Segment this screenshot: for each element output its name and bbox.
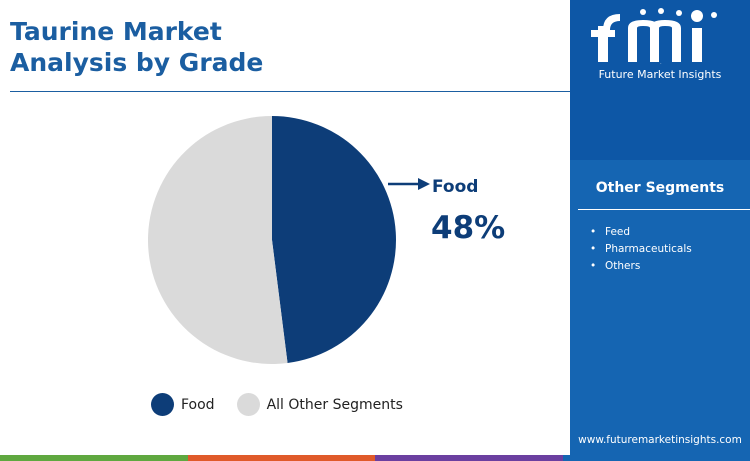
logo-tagline: Future Market Insights	[598, 68, 722, 81]
callout-value: 48%	[431, 210, 506, 246]
bar-segment-green	[0, 455, 188, 461]
chart-legend: Food All Other Segments	[151, 393, 425, 416]
logo-text: fmi	[660, 63, 662, 65]
pie-slice-all-other-segments	[147, 116, 288, 364]
bar-segment-purple	[375, 455, 563, 461]
list-item: Feed	[590, 224, 692, 241]
bar-segment-blue	[562, 455, 750, 461]
legend-swatch-others	[236, 393, 260, 416]
sidebar-divider	[578, 209, 750, 210]
list-item: Others	[590, 258, 692, 275]
website-link[interactable]: www.futuremarketinsights.com	[578, 434, 742, 446]
pie-chart	[147, 116, 396, 364]
bar-segment-orange	[187, 455, 375, 461]
legend-item-food: Food	[151, 393, 215, 416]
callout-arrow-icon	[388, 178, 430, 190]
bottom-color-bar	[0, 455, 750, 461]
legend-item-others: All Other Segments	[236, 393, 403, 416]
fmi-logo: fmi	[591, 8, 717, 65]
legend-swatch-food	[151, 393, 174, 416]
title-line-1: Taurine Market	[10, 17, 222, 46]
chart-title: Taurine Market Analysis by Grade	[10, 16, 330, 78]
title-line-2: Analysis by Grade	[10, 48, 264, 77]
title-divider	[10, 91, 570, 92]
callout-label: Food	[432, 177, 479, 197]
logo-area: fmi Future Market Insights	[570, 0, 750, 160]
legend-label-others: All Other Segments	[266, 396, 403, 413]
other-segments-heading: Other Segments	[595, 180, 725, 196]
legend-label-food: Food	[181, 396, 215, 413]
other-segments-list: Feed Pharmaceuticals Others	[590, 224, 692, 275]
sidebar-panel: fmi Future Market Insights Other Segment…	[570, 0, 750, 455]
list-item: Pharmaceuticals	[590, 241, 692, 258]
pie-slice-food	[272, 116, 396, 364]
